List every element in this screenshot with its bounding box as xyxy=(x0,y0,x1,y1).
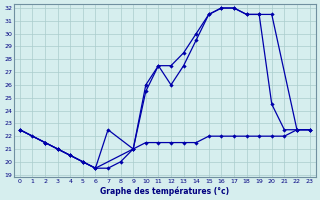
X-axis label: Graphe des températures (°c): Graphe des températures (°c) xyxy=(100,186,229,196)
